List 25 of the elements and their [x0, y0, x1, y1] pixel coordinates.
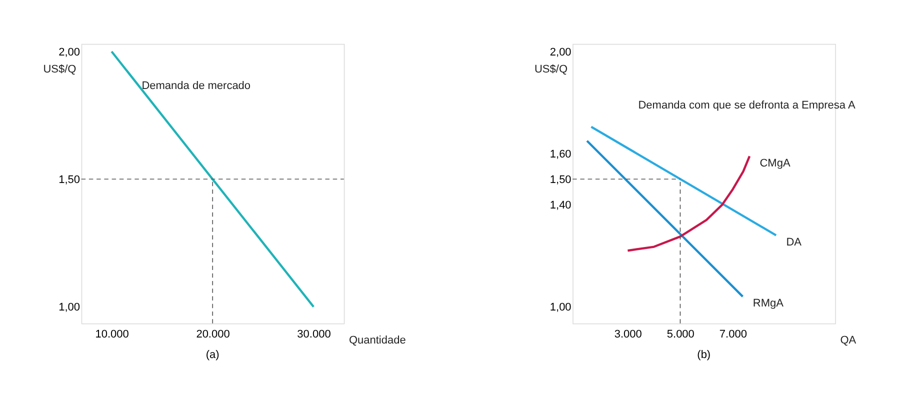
x-tick-label: 30.000: [297, 328, 331, 340]
x-tick-label: 3.000: [614, 328, 642, 340]
x-axis-title: QA: [840, 334, 857, 347]
annotation: Demanda com que se defronta a Empresa A: [638, 100, 856, 112]
y-tick-label: 1,00: [550, 302, 572, 314]
text: (a): [206, 349, 220, 362]
series-label: DA: [786, 236, 802, 248]
y-tick-label: 1,40: [550, 199, 572, 212]
y-tick-label: 1,50: [58, 174, 80, 186]
y-tick-label: 2,00: [58, 46, 80, 58]
y-axis-title: US$/Q: [534, 64, 568, 76]
annotation: Demanda de mercado: [142, 80, 251, 92]
series-label: CMgA: [760, 157, 791, 170]
y-tick-label: 1,00: [58, 302, 80, 314]
x-tick-label: 5.000: [666, 328, 694, 340]
x-tick-label: 10.000: [95, 328, 129, 340]
text: (b): [697, 349, 711, 362]
y-tick-label: 1,50: [550, 174, 572, 186]
series-label: RMgA: [752, 298, 784, 310]
x-tick-label: 7.000: [719, 328, 747, 340]
x-tick-label: 20.000: [196, 328, 230, 340]
y-tick-label: 2,00: [550, 46, 572, 58]
y-tick-label: 1,60: [550, 148, 572, 160]
x-axis-title: Quantidade: [348, 334, 406, 347]
y-axis-title: US$/Q: [43, 64, 77, 76]
